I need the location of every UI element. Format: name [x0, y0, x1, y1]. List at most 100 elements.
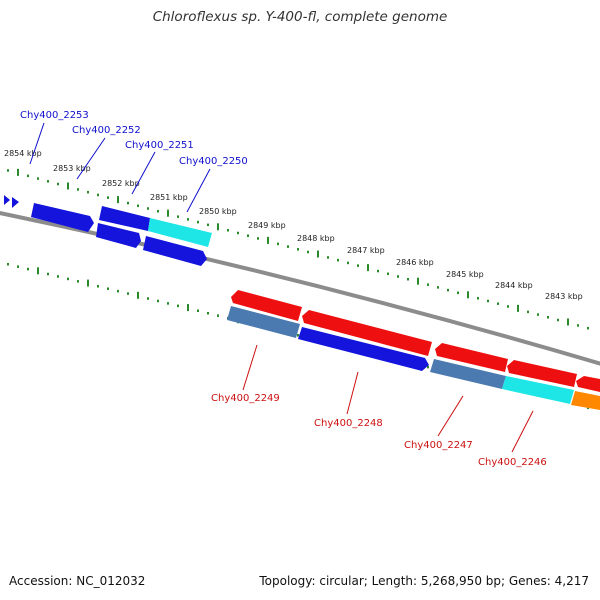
minor-tick [277, 242, 279, 246]
minor-tick [47, 272, 49, 276]
minor-tick [297, 248, 299, 251]
gene-arrow-lower-6[interactable] [571, 391, 600, 410]
scale-label: 2843 kbp [545, 292, 583, 301]
minor-tick [7, 262, 9, 266]
gene-arrow-chy400-2248[interactable] [298, 327, 429, 371]
gene-label-chy400-2253[interactable]: Chy400_2253 [20, 110, 89, 121]
leader-line [76, 137, 106, 180]
gene-label-chy400-2249[interactable]: Chy400_2249 [211, 393, 280, 404]
minor-tick [197, 220, 199, 224]
genome-backbone [0, 210, 600, 366]
major-tick [37, 267, 39, 275]
scale-label: 2848 kbp [297, 234, 335, 243]
minor-tick [287, 245, 289, 248]
gene-label-chy400-2251[interactable]: Chy400_2251 [125, 140, 194, 151]
gene-arrow-chy400-2250[interactable] [143, 236, 207, 266]
minor-tick [37, 177, 39, 180]
minor-tick [507, 305, 509, 308]
minor-tick [407, 277, 409, 281]
gene-arrow-upper-2[interactable] [99, 206, 150, 231]
scale-label: 2846 kbp [396, 258, 434, 267]
minor-tick [447, 288, 449, 292]
minor-tick [17, 265, 19, 268]
scale-label: 2854 kbp [4, 149, 42, 158]
major-tick [367, 264, 369, 272]
gene-arrow-lower-4[interactable] [507, 360, 577, 387]
minor-tick [177, 215, 179, 218]
minor-tick [177, 304, 179, 308]
minor-tick [127, 292, 129, 295]
major-tick [417, 277, 419, 285]
scale-label: 2853 kbp [53, 164, 91, 173]
minor-tick [57, 275, 59, 278]
gene-arrow-lower-2[interactable] [302, 310, 432, 356]
upper-gene-labels: Chy400_2253 Chy400_2252 Chy400_2251 Chy4… [20, 110, 248, 213]
minor-tick [197, 309, 199, 313]
minor-tick [147, 207, 149, 210]
gene-arrow-chy400-2247[interactable] [430, 359, 506, 389]
minor-tick [187, 218, 189, 221]
minor-tick [227, 229, 229, 232]
minor-tick [247, 234, 249, 237]
minor-tick [67, 277, 69, 281]
gene-label-chy400-2247[interactable]: Chy400_2247 [404, 440, 473, 451]
scale-labels: 2854 kbp 2853 kbp 2852 kbp 2851 kbp 2850… [4, 149, 583, 301]
accession-label: Accession: NC_012032 [9, 574, 146, 588]
major-tick [167, 209, 169, 217]
major-tick [217, 223, 219, 231]
gene-arrow-lower-5[interactable] [576, 376, 600, 392]
gene-arrow-chy400-2253[interactable] [4, 195, 10, 205]
minor-tick [87, 190, 89, 194]
major-tick [17, 168, 19, 176]
major-tick [117, 196, 119, 204]
major-tick [187, 304, 189, 312]
leader-line [186, 168, 211, 213]
minor-tick [127, 201, 129, 205]
gene-label-chy400-2246[interactable]: Chy400_2246 [478, 457, 547, 468]
minor-tick [117, 289, 119, 293]
gene-arrow-chy400-2251[interactable] [148, 218, 212, 247]
lower-gene-labels: Chy400_2249 Chy400_2248 Chy400_2247 Chy4… [211, 344, 547, 468]
scale-label: 2852 kbp [102, 179, 140, 188]
major-tick [467, 291, 469, 299]
minor-tick [147, 297, 149, 300]
major-tick [137, 291, 139, 299]
minor-tick [47, 180, 49, 183]
minor-tick [27, 267, 29, 271]
scale-label: 2850 kbp [199, 207, 237, 216]
minor-tick [427, 283, 429, 286]
gene-arrow-chy400-2253-b[interactable] [12, 197, 19, 208]
leader-line [29, 122, 45, 165]
major-tick [67, 182, 69, 190]
minor-tick [327, 256, 329, 259]
gene-label-chy400-2248[interactable]: Chy400_2248 [314, 418, 383, 429]
minor-tick [357, 264, 359, 267]
minor-tick [427, 365, 429, 369]
scale-label: 2851 kbp [150, 193, 188, 202]
gene-arrow-upper-1[interactable] [31, 203, 94, 232]
minor-tick [237, 231, 239, 235]
scale-label: 2847 kbp [347, 246, 385, 255]
minor-tick [207, 311, 209, 315]
minor-tick [297, 334, 299, 337]
leader-line [346, 371, 359, 415]
gene-arrow-lower-1[interactable] [231, 290, 302, 321]
scale-label: 2845 kbp [446, 270, 484, 279]
minor-tick [477, 297, 479, 300]
minor-tick [107, 196, 109, 199]
gene-arrow-lower-3[interactable] [435, 343, 508, 372]
major-tick [517, 304, 519, 312]
leader-line [242, 344, 258, 391]
minor-tick [157, 299, 159, 303]
scale-label: 2849 kbp [248, 221, 286, 230]
gene-arrow-chy400-2249[interactable] [227, 306, 300, 338]
gene-arrow-upper-3[interactable] [96, 223, 141, 248]
gene-label-chy400-2252[interactable]: Chy400_2252 [72, 125, 141, 136]
major-tick [267, 236, 269, 244]
minor-tick [217, 314, 219, 317]
minor-tick [337, 258, 339, 262]
gene-label-chy400-2250[interactable]: Chy400_2250 [179, 156, 248, 167]
gene-arrow-chy400-2246[interactable] [502, 376, 574, 404]
topology-label: Topology: circular; Length: 5,268,950 bp… [259, 574, 589, 588]
